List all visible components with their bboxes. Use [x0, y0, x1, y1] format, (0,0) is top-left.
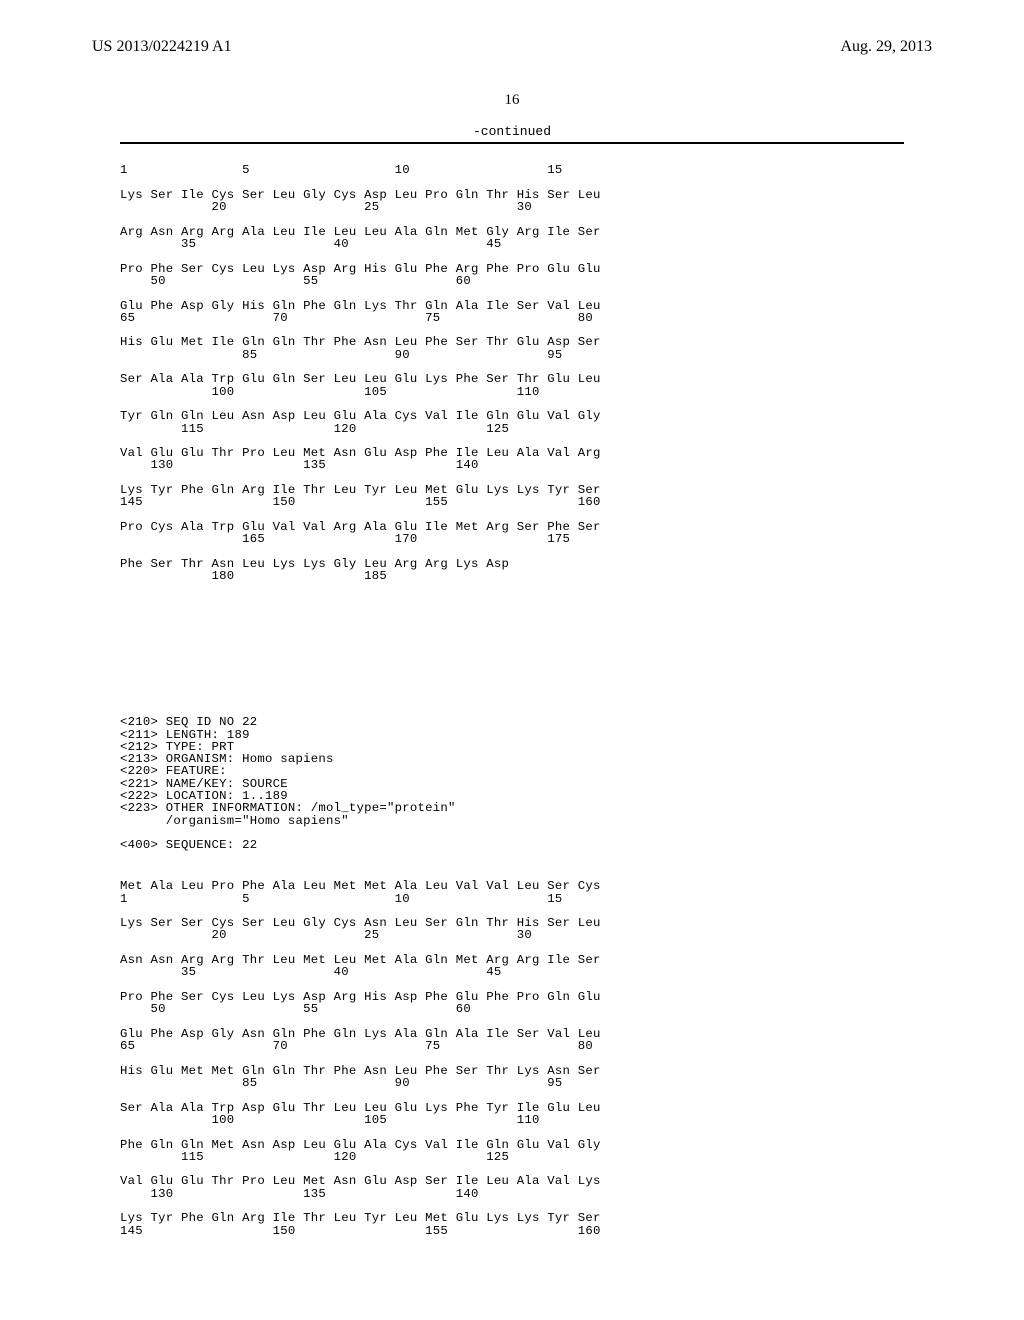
sequence-listing-2: Met Ala Leu Pro Phe Ala Leu Met Met Ala …	[120, 880, 601, 1237]
sequence-listing-1: 1 5 10 15 Lys Ser Ile Cys Ser Leu Gly Cy…	[120, 164, 601, 582]
publication-date: Aug. 29, 2013	[840, 38, 932, 56]
page-number: 16	[0, 92, 1024, 109]
horizontal-rule	[120, 142, 904, 144]
continued-label: -continued	[0, 124, 1024, 139]
patent-number: US 2013/0224219 A1	[92, 38, 232, 56]
sequence-metadata: <210> SEQ ID NO 22 <211> LENGTH: 189 <21…	[120, 716, 456, 851]
